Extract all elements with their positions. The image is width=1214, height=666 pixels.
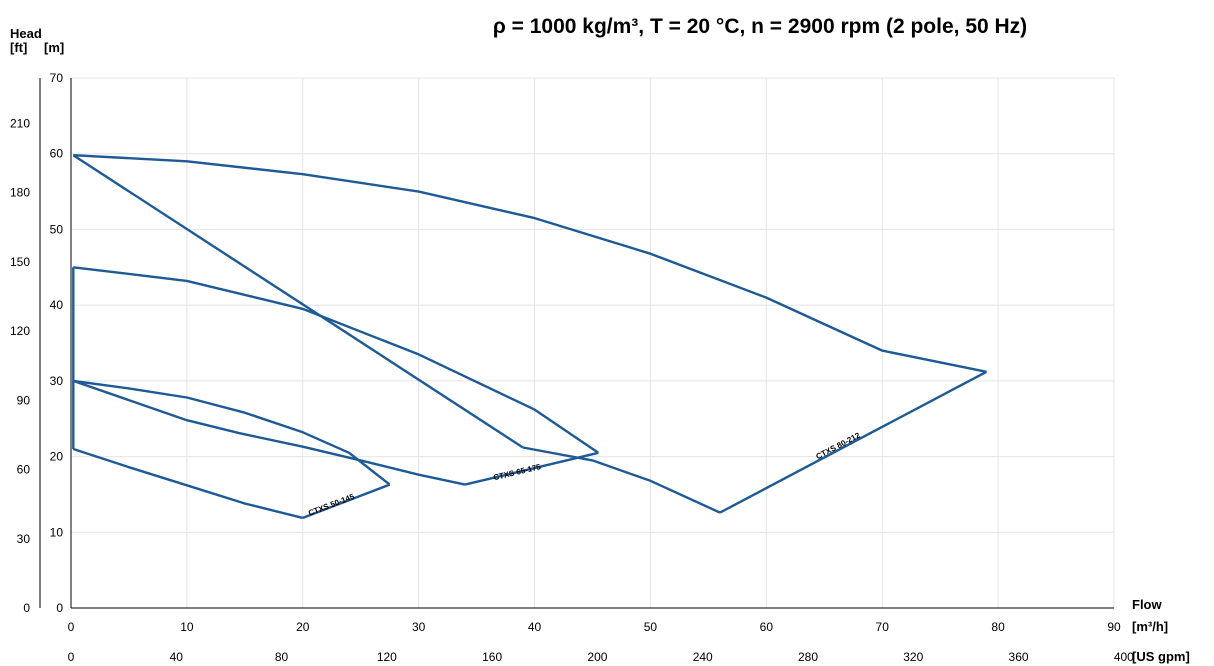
grid: [71, 77, 1115, 608]
y-axis-title: Head: [10, 26, 42, 41]
x-axis-title: Flow: [1132, 597, 1162, 612]
x-tick-label-m3h: 60: [760, 620, 774, 634]
x-tick-label-usgpm: 320: [903, 650, 923, 664]
curve-right-edge-ctxs-80-212: [719, 370, 988, 514]
series-ctxs-80-212: CTXS 80-212: [72, 154, 988, 514]
x-tick-label-m3h: 70: [876, 620, 890, 634]
curve-max-ctxs-65-175: [73, 266, 599, 454]
chart-title: ρ = 1000 kg/m³, T = 20 °C, n = 2900 rpm …: [493, 15, 1027, 38]
x-tick-label-usgpm: 120: [377, 650, 397, 664]
x-tick-label-m3h: 0: [68, 620, 75, 634]
y-tick-label-ft: 150: [10, 255, 30, 269]
tick-labels: 0 10 20 30 40 50 60 70 80 900 40 80 120 160 200 240 280 3…: [10, 71, 1134, 664]
x-tick-label-usgpm: 280: [798, 650, 818, 664]
x-tick-label-usgpm: 0: [68, 650, 75, 664]
y-tick-label-ft: 30: [17, 532, 31, 546]
y-tick-label-ft: 120: [10, 324, 30, 338]
x-tick-label-usgpm: 80: [275, 650, 289, 664]
y-tick-label-m: 70: [50, 71, 64, 85]
curve-left-edge-ctxs-80-212: [72, 154, 524, 449]
x-tick-label-m3h: 10: [180, 620, 194, 634]
y-tick-label-m: 10: [50, 525, 64, 539]
x-tick-label-usgpm: 40: [170, 650, 184, 664]
y-tick-label-ft: 90: [17, 393, 31, 407]
curve-max-ctxs-50-145: [73, 379, 391, 486]
series-ctxs-50-145: CTXS 50-145: [72, 379, 391, 520]
curve-max-ctxs-80-212: [73, 154, 987, 373]
x-tick-label-m3h: 20: [296, 620, 310, 634]
y-tick-label-ft: 0: [23, 601, 30, 615]
x-axis-unit-m3h: [m³/h]: [1132, 619, 1168, 634]
curve-min-ctxs-50-145: [72, 447, 304, 520]
y-axis-unit-ft: [ft]: [10, 40, 27, 55]
y-axis-unit-m: [m]: [44, 40, 64, 55]
x-tick-label-usgpm: 160: [482, 650, 502, 664]
y-tick-label-m: 30: [50, 374, 64, 388]
x-tick-label-m3h: 80: [991, 620, 1005, 634]
x-tick-label-usgpm: 360: [1009, 650, 1029, 664]
y-tick-label-m: 20: [50, 450, 64, 464]
y-tick-label-ft: 60: [17, 463, 31, 477]
x-tick-label-usgpm: 400: [1114, 650, 1134, 664]
curve-min-ctxs-65-175: [72, 379, 466, 486]
series-label-ctxs-50-145: CTXS 50-145: [307, 492, 356, 518]
x-tick-label-usgpm: 240: [693, 650, 713, 664]
axes: [39, 78, 1114, 609]
y-tick-label-ft: 180: [10, 186, 30, 200]
curve-right-edge-ctxs-50-145: [302, 483, 391, 520]
y-tick-label-m: 50: [50, 222, 64, 236]
x-tick-label-m3h: 30: [412, 620, 426, 634]
series-ctxs-65-175: CTXS 65-175: [72, 266, 599, 486]
y-tick-label-ft: 210: [10, 116, 30, 130]
y-tick-label-m: 0: [56, 601, 63, 615]
x-axis-unit-usgpm: [US gpm]: [1132, 649, 1190, 664]
x-tick-label-m3h: 90: [1107, 620, 1121, 634]
curve-min-ctxs-80-212: [522, 446, 721, 514]
y-tick-label-m: 40: [50, 298, 64, 312]
x-tick-label-m3h: 50: [644, 620, 658, 634]
x-tick-label-usgpm: 200: [587, 650, 607, 664]
x-tick-label-m3h: 40: [528, 620, 542, 634]
y-tick-label-m: 60: [50, 147, 64, 161]
